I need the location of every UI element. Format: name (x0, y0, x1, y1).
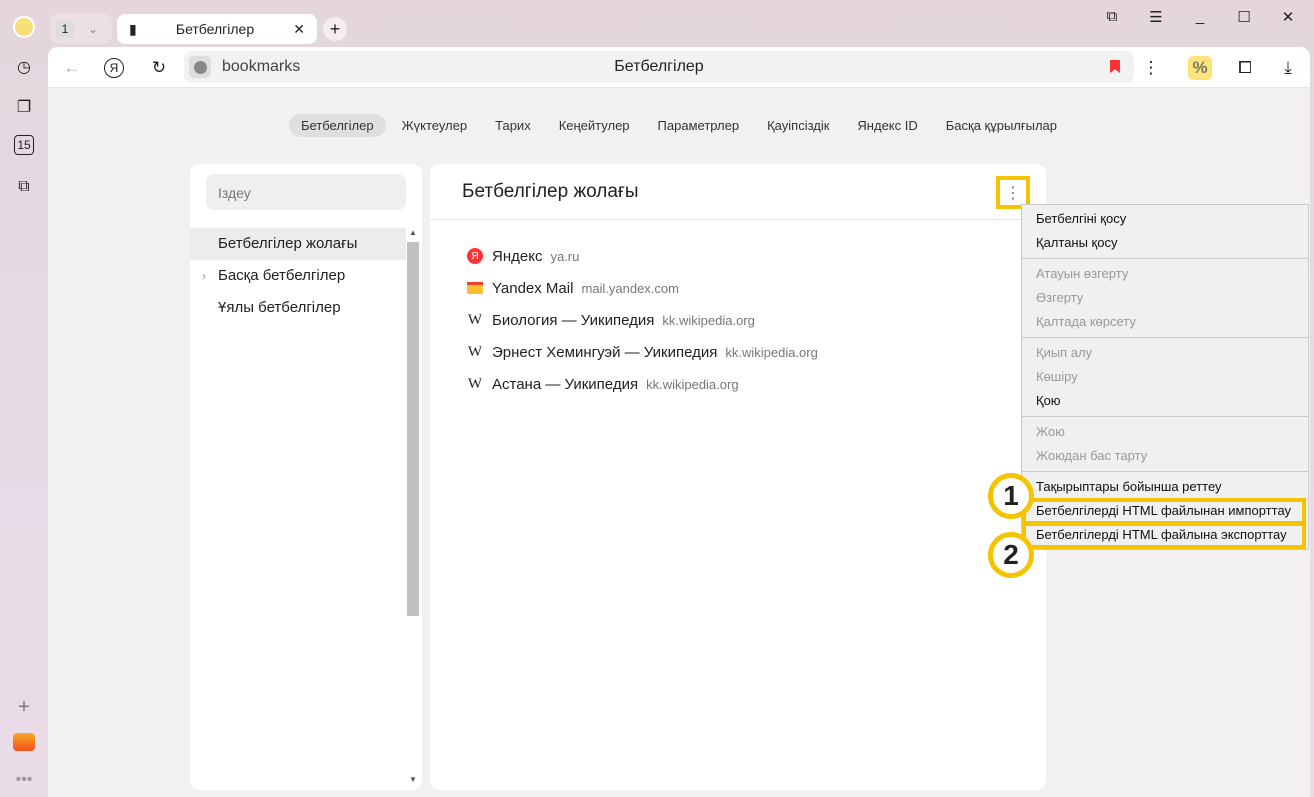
new-tab-button[interactable]: + (323, 17, 347, 41)
nav-bookmarks[interactable]: Бетбелгілер (288, 114, 386, 137)
context-menu: Бетбелгіні қосу Қалтаны қосу Атауын өзге… (1021, 204, 1309, 550)
bookmark-flag-icon[interactable] (1110, 60, 1120, 73)
menu-edit: Өзгерту (1036, 290, 1084, 305)
nav-settings[interactable]: Параметрлер (657, 118, 740, 133)
toolbar: ← Я ↻ bookmarks Бетбелгілер ⋮ % ⧠ ⤓ (48, 47, 1310, 88)
more-vert-icon[interactable]: ⋮ (1142, 58, 1160, 77)
screenshot-icon[interactable]: ⧉ (18, 178, 30, 195)
bookmarks-panel: Бетбелгілер жолағы ⋮ Я Яндекс ya.ru Yandex… (430, 164, 1046, 790)
wikipedia-icon: W (467, 311, 483, 328)
wikipedia-icon: W (467, 375, 483, 392)
bookmark-url: mail.yandex.com (581, 280, 679, 296)
menu-cut: Қиып алу (1036, 345, 1093, 360)
more-icon[interactable]: ••• (15, 771, 33, 788)
extensions-icon[interactable]: ⧠ (1238, 58, 1252, 77)
calendar-day: 15 (17, 138, 31, 152)
nav-extensions[interactable]: Кеңейтулер (558, 118, 630, 133)
annotation-badge-1: 1 (988, 473, 1034, 519)
bookmark-title: Yandex Mail (492, 279, 574, 297)
menu-sort-by-title[interactable]: Тақырыптары бойынша реттеу (1036, 479, 1222, 494)
tab-title: Бетбелгілер (175, 21, 255, 37)
menu-add-bookmark[interactable]: Бетбелгіні қосу (1036, 211, 1127, 226)
nav-security[interactable]: Қауіпсіздік (767, 118, 830, 133)
history-icon[interactable]: ◷ (17, 59, 31, 76)
download-icon[interactable]: ⤓ (1284, 58, 1292, 77)
add-icon[interactable]: + (18, 695, 30, 718)
bookmark-url: kk.wikipedia.org (646, 376, 739, 392)
menu-undo-delete: Жоюдан бас тарту (1036, 448, 1148, 463)
bookmarks-icon: ▮ (129, 20, 137, 37)
minimize-button[interactable]: _ (1195, 8, 1205, 25)
menu-icon[interactable]: ☰ (1149, 9, 1163, 26)
back-icon[interactable]: ← (63, 58, 81, 77)
chevron-right-icon[interactable]: › (202, 269, 206, 283)
reload-icon[interactable]: ↻ (151, 58, 167, 77)
bookmark-item[interactable]: Yandex Mail mail.yandex.com (466, 272, 818, 304)
bookmark-item[interactable]: W Биология — Уикипедия kk.wikipedia.org (466, 304, 818, 336)
more-options-button[interactable]: ⋮ (996, 176, 1030, 209)
annotation-badge-2: 2 (988, 532, 1034, 578)
bookmark-title: Яндекс (492, 247, 543, 265)
folder-panel: Іздеу Бетбелгілер жолағы › Басқа бетбелгі… (190, 164, 422, 790)
menu-export-html[interactable]: Бетбелгілерді HTML файлына экспорттау (1036, 527, 1287, 542)
nav-yandex-id[interactable]: Яндекс ID (857, 118, 918, 133)
bookmark-url: ya.ru (550, 248, 580, 264)
tab-group-button[interactable]: 1 ⌄ (50, 14, 112, 44)
maximize-button[interactable]: ☐ (1237, 9, 1251, 26)
bookmarks-panel-icon[interactable]: ⧉ (1106, 8, 1118, 25)
close-icon[interactable]: ✕ (293, 20, 305, 37)
chevron-down-icon[interactable]: ⌄ (88, 22, 99, 36)
bookmark-item[interactable]: W Астана — Уикипедия kk.wikipedia.org (466, 368, 818, 400)
collections-icon[interactable]: ❐ (16, 99, 32, 116)
calendar-icon[interactable]: 15 (14, 135, 34, 155)
yandex-icon: Я (466, 248, 484, 264)
menu-paste[interactable]: Қою (1036, 393, 1061, 408)
export-highlight (1022, 522, 1306, 549)
site-icon (189, 56, 211, 78)
tree-label: Бетбелгілер жолағы (218, 235, 358, 252)
menu-delete: Жою (1036, 424, 1065, 439)
tree-label: Ұялы бетбелгілер (218, 299, 341, 316)
import-highlight (1022, 498, 1306, 525)
bookmark-url: kk.wikipedia.org (662, 312, 755, 328)
scrollbar[interactable]: ▲ ▼ (406, 228, 420, 784)
yandex-icon[interactable]: Я (104, 58, 124, 78)
bookmark-title: Биология — Уикипедия (492, 311, 655, 329)
tree-item-other[interactable]: › Басқа бетбелгілер (190, 260, 406, 292)
mail-icon (466, 282, 484, 294)
tree-label: Басқа бетбелгілер (218, 267, 346, 284)
page-title-text: Бетбелгілер (614, 58, 704, 75)
menu-show-in-folder: Қалтада көрсету (1036, 314, 1136, 329)
tree-item-bookmarks-bar[interactable]: Бетбелгілер жолағы (190, 228, 406, 260)
bookmark-url: kk.wikipedia.org (725, 344, 818, 360)
discount-icon[interactable]: % (1188, 56, 1212, 80)
wikipedia-icon: W (467, 343, 483, 360)
bookmark-title: Эрнест Хемингуэй — Уикипедия (492, 343, 718, 361)
tree-item-mobile[interactable]: Ұялы бетбелгілер (190, 292, 406, 324)
url-text[interactable]: bookmarks (222, 58, 301, 75)
folder-title: Бетбелгілер жолағы (462, 181, 639, 202)
menu-copy: Көшіру (1036, 369, 1078, 384)
settings-nav: Бетбелгілер Жүктеулер Тарих Кеңейтулер П… (48, 114, 1310, 137)
avatar[interactable] (13, 16, 35, 38)
address-bar[interactable]: bookmarks Бетбелгілер (184, 51, 1134, 83)
tab-count: 1 (56, 20, 74, 38)
menu-add-folder[interactable]: Қалтаны қосу (1036, 235, 1118, 250)
nav-history[interactable]: Тарих (495, 118, 531, 133)
search-input[interactable]: Іздеу (206, 174, 406, 210)
menu-rename: Атауын өзгерту (1036, 266, 1129, 281)
bookmark-title: Астана — Уикипедия (492, 375, 639, 393)
nav-other-devices[interactable]: Басқа құрылғылар (945, 118, 1058, 133)
menu-import-html[interactable]: Бетбелгілерді HTML файлынан импорттау (1036, 503, 1292, 518)
bookmark-item[interactable]: Я Яндекс ya.ru (466, 240, 818, 272)
close-window-button[interactable]: ✕ (1281, 9, 1295, 26)
active-tab[interactable]: ▮ Бетбелгілер ✕ (117, 14, 317, 44)
mail-icon[interactable] (12, 730, 36, 754)
bookmark-item[interactable]: W Эрнест Хемингуэй — Уикипедия kk.wikipedi… (466, 336, 818, 368)
nav-downloads[interactable]: Жүктеулер (401, 118, 468, 133)
